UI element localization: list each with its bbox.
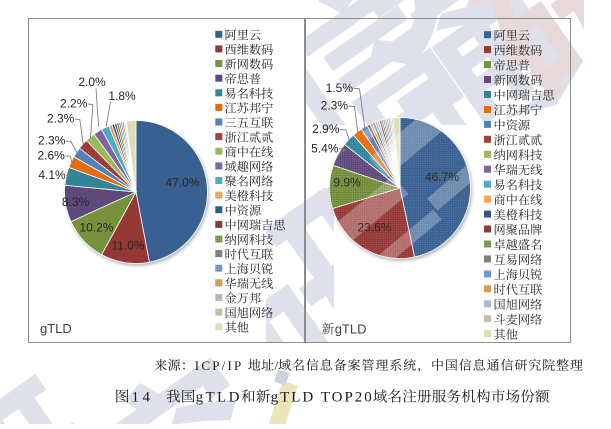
svg-text:2.0%: 2.0% — [78, 75, 106, 89]
svg-text:5.4%: 5.4% — [311, 141, 339, 155]
svg-text:4.1%: 4.1% — [38, 168, 66, 182]
svg-text:2.9%: 2.9% — [312, 122, 340, 136]
svg-text:2.2%: 2.2% — [60, 97, 88, 111]
svg-text:/: / — [275, 358, 279, 373]
svg-text:1.5%: 1.5% — [326, 81, 354, 95]
svg-text:2.6%: 2.6% — [37, 148, 65, 162]
svg-text:1: 1 — [132, 390, 140, 406]
svg-text:gTLD TOP20: gTLD TOP20 — [271, 390, 374, 406]
svg-text:gTLD: gTLD — [40, 321, 72, 336]
svg-text:1.8%: 1.8% — [108, 89, 136, 103]
svg-text:11.0%: 11.0% — [111, 239, 144, 253]
svg-text:ICP/IP: ICP/IP — [195, 358, 244, 373]
svg-text:2.3%: 2.3% — [321, 99, 349, 113]
svg-text:8.3%: 8.3% — [62, 195, 90, 209]
svg-text:gTLD: gTLD — [335, 322, 367, 337]
svg-text:10.2%: 10.2% — [79, 221, 113, 235]
svg-text:gTLD: gTLD — [196, 390, 242, 406]
svg-text:47.0%: 47.0% — [165, 176, 199, 190]
svg-text:2.3%: 2.3% — [38, 134, 66, 148]
svg-text:4: 4 — [143, 390, 151, 406]
svg-text:2.3%: 2.3% — [47, 112, 75, 126]
